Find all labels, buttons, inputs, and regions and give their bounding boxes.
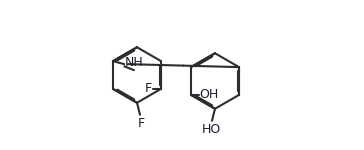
- Text: OH: OH: [200, 88, 219, 101]
- Text: NH: NH: [125, 56, 144, 69]
- Text: F: F: [138, 117, 145, 130]
- Text: HO: HO: [202, 123, 221, 136]
- Text: F: F: [145, 82, 152, 95]
